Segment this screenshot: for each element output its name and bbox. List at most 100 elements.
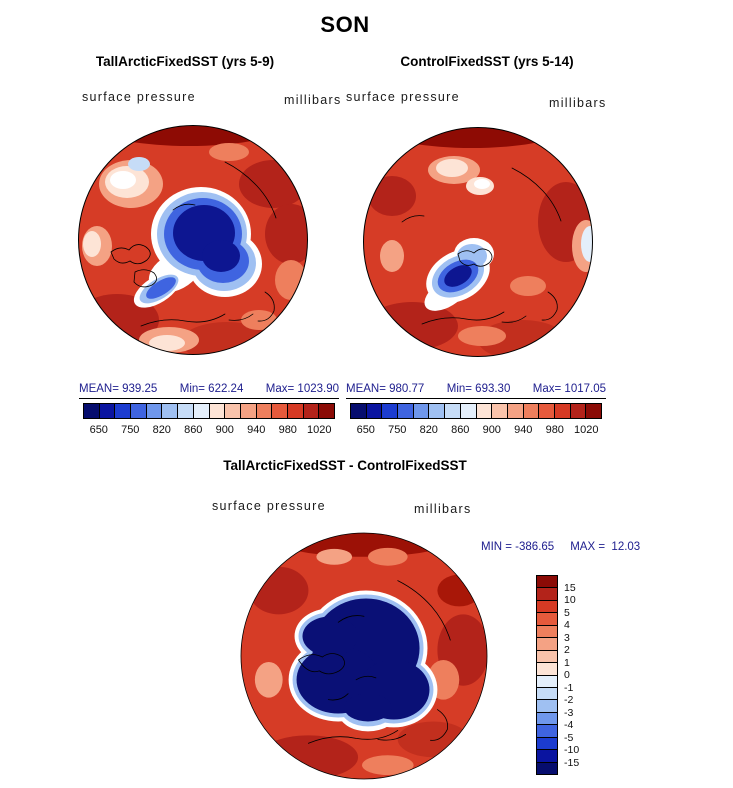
colorbar-cell [537, 663, 557, 676]
colorbar-tick-label: 980 [545, 424, 564, 436]
pressure-colorbar-tall [83, 403, 335, 419]
colorbar-tick-label: 3 [564, 631, 570, 644]
colorbar-cell [537, 625, 557, 639]
colorbar-cell [537, 650, 557, 664]
colorbar-cell [99, 404, 116, 418]
colorbar-cell [460, 404, 477, 418]
low-pressure-core [444, 265, 472, 287]
colorbar-cell [554, 404, 571, 418]
stat-mean: MEAN= 939.25 [79, 383, 158, 395]
colorbar-tick-label: 10 [564, 594, 576, 606]
colorbar-cell [537, 762, 557, 774]
colorbar-tick-label: 15 [564, 581, 576, 594]
colorbar-tick-label: 650 [356, 424, 375, 436]
units-label-control: millibars [549, 96, 607, 110]
colorbar-tick-label: -2 [564, 694, 574, 706]
colorbar-cell [537, 675, 557, 688]
colorbar-cell [240, 404, 257, 418]
pressure-colorbar-ticks-tall: 650 750 820 860 900 940 980 1020 [83, 424, 335, 439]
colorbar-cell [382, 404, 399, 418]
colorbar-cell [303, 404, 320, 418]
colorbar-cell [445, 404, 461, 418]
colorbar-cell [586, 404, 601, 418]
season-title: SON [320, 12, 370, 37]
colorbar-cell [476, 404, 493, 418]
field-label-tall: surface pressure [82, 90, 196, 104]
colorbar-tick-label: 860 [451, 424, 470, 436]
map-tall-arctic [78, 125, 308, 355]
colorbar-cell [287, 404, 304, 418]
low-pressure-core [173, 205, 240, 272]
stats-tall: MEAN= 939.25 Min= 622.24 Max= 1023.90 [79, 383, 339, 399]
map-boundary [78, 125, 308, 355]
colorbar-cell [537, 576, 557, 589]
colorbar-tick-label: -3 [564, 706, 574, 719]
colorbar-tick-label: 900 [482, 424, 501, 436]
colorbar-cell [319, 404, 334, 418]
difference-title: TallArcticFixedSST - ControlFixedSST [223, 458, 467, 473]
colorbar-tick-label: 750 [121, 424, 140, 436]
colorbar-cell [537, 725, 557, 738]
field-label-control: surface pressure [346, 90, 460, 104]
colorbar-cell [162, 404, 179, 418]
stats-control: MEAN= 980.77 Min= 693.30 Max= 1017.05 [346, 383, 606, 399]
colorbar-cell [537, 737, 557, 751]
colorbar-cell [537, 687, 557, 701]
difference-colorbar-ticks: 15 10 5 4 3 2 1 0 -1 -2 -3 -4 -5 -10 -15 [564, 575, 604, 775]
pressure-colorbar-control [350, 403, 602, 419]
colorbar-tick-label: 750 [388, 424, 407, 436]
difference-core [296, 598, 430, 722]
panel-title-tall-arctic: TallArcticFixedSST (yrs 5-9) [95, 54, 275, 69]
colorbar-cell [84, 404, 100, 418]
colorbar-cell [539, 404, 555, 418]
colorbar-cell [115, 404, 132, 418]
colorbar-cell [413, 404, 430, 418]
colorbar-tick-label: 2 [564, 644, 570, 656]
stat-max: Max= 1023.90 [265, 383, 339, 395]
colorbar-tick-label: 940 [514, 424, 533, 436]
colorbar-tick-label: 0 [564, 669, 570, 681]
colorbar-cell [193, 404, 210, 418]
map-difference [240, 532, 488, 780]
colorbar-cell [537, 638, 557, 651]
colorbar-tick-label: -1 [564, 681, 574, 694]
difference-colorbar [536, 575, 558, 775]
colorbar-cell [492, 404, 508, 418]
map-control [363, 127, 593, 357]
colorbar-cell [570, 404, 587, 418]
colorbar-tick-label: 820 [152, 424, 171, 436]
colorbar-tick-label: 1020 [574, 424, 599, 436]
colorbar-cell [537, 750, 557, 763]
colorbar-tick-label: 4 [564, 619, 570, 631]
coastlines [401, 167, 562, 325]
colorbar-cell [523, 404, 540, 418]
stat-max: MAX = 12.03 [570, 541, 641, 553]
colorbar-cell [537, 712, 557, 726]
field-label-diff: surface pressure [212, 499, 326, 513]
stat-min: Min= 622.24 [179, 383, 244, 395]
panel-title-control: ControlFixedSST (yrs 5-14) [400, 54, 574, 69]
colorbar-cell [429, 404, 446, 418]
colorbar-cell [272, 404, 288, 418]
map-boundary [240, 532, 488, 780]
colorbar-cell [507, 404, 524, 418]
units-label-diff: millibars [414, 502, 472, 516]
colorbar-cell [537, 700, 557, 713]
colorbar-tick-label: 900 [215, 424, 234, 436]
colorbar-cell [178, 404, 194, 418]
stat-min: MIN = -386.65 [481, 541, 555, 553]
colorbar-tick-label: 860 [184, 424, 203, 436]
colorbar-tick-label: 820 [419, 424, 438, 436]
colorbar-tick-label: -10 [564, 744, 580, 756]
colorbar-cell [537, 588, 557, 601]
stat-mean: MEAN= 980.77 [346, 383, 425, 395]
colorbar-tick-label: 940 [247, 424, 266, 436]
colorbar-tick-label: -15 [564, 756, 580, 769]
map-boundary [363, 127, 593, 357]
units-label-tall: millibars [284, 93, 342, 107]
colorbar-cell [351, 404, 367, 418]
colorbar-cell [209, 404, 226, 418]
colorbar-tick-label: -5 [564, 731, 574, 744]
colorbar-cell [131, 404, 147, 418]
